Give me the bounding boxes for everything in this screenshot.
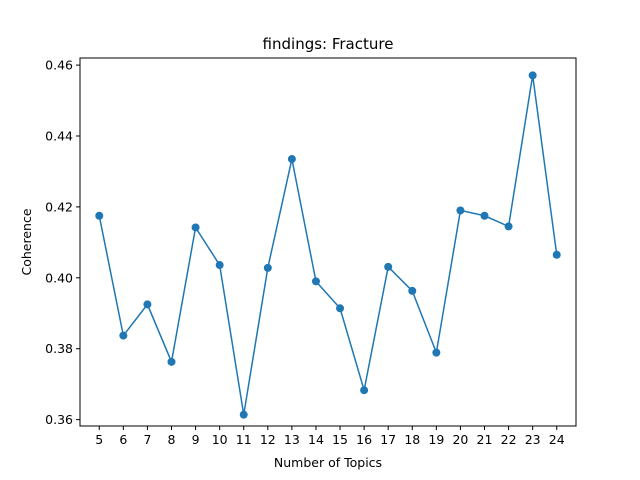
y-axis-title: Coherence <box>19 208 34 275</box>
y-tick-label: 0.40 <box>45 270 73 285</box>
data-point <box>95 211 104 220</box>
data-point <box>456 206 465 215</box>
y-tick-label: 0.46 <box>45 58 73 73</box>
x-tick-label: 15 <box>332 432 348 447</box>
x-tick-label: 23 <box>525 432 541 447</box>
x-tick-label: 17 <box>380 432 396 447</box>
data-point <box>263 263 272 272</box>
data-point <box>384 262 393 271</box>
data-point <box>119 331 128 340</box>
x-tick-label: 6 <box>119 432 127 447</box>
data-point <box>239 410 248 419</box>
y-tick-label: 0.38 <box>45 341 73 356</box>
series-line <box>98 75 558 415</box>
x-tick-label: 21 <box>477 432 493 447</box>
data-point <box>143 300 152 309</box>
x-tick-label: 16 <box>356 432 372 447</box>
y-tick-label: 0.44 <box>45 128 73 143</box>
x-tick-label: 24 <box>549 432 565 447</box>
x-tick-label: 19 <box>428 432 444 447</box>
x-tick-label: 11 <box>236 432 252 447</box>
data-point <box>360 386 369 395</box>
x-tick-label: 22 <box>501 432 517 447</box>
data-point <box>504 222 513 231</box>
data-point <box>552 250 561 259</box>
x-tick-label: 9 <box>192 432 200 447</box>
plot-frame <box>79 57 577 427</box>
x-tick-label: 14 <box>308 432 324 447</box>
y-tick-label: 0.36 <box>45 412 73 427</box>
data-point <box>336 304 345 313</box>
data-point <box>167 357 176 366</box>
x-tick-label: 18 <box>404 432 420 447</box>
data-point <box>408 286 417 295</box>
x-tick-label: 8 <box>168 432 176 447</box>
data-point <box>191 223 200 232</box>
data-point <box>287 155 296 164</box>
data-point <box>311 277 320 286</box>
data-point <box>432 348 441 357</box>
x-axis-title: Number of Topics <box>274 455 382 470</box>
x-tick-label: 12 <box>260 432 276 447</box>
data-point <box>528 71 537 80</box>
y-tick-label: 0.42 <box>45 199 73 214</box>
data-point <box>215 261 224 270</box>
data-point <box>480 211 489 220</box>
x-tick-label: 13 <box>284 432 300 447</box>
x-tick-label: 10 <box>212 432 228 447</box>
chart-title: findings: Fracture <box>263 35 394 53</box>
x-tick-label: 20 <box>452 432 468 447</box>
x-tick-label: 5 <box>95 432 103 447</box>
x-tick-label: 7 <box>143 432 151 447</box>
